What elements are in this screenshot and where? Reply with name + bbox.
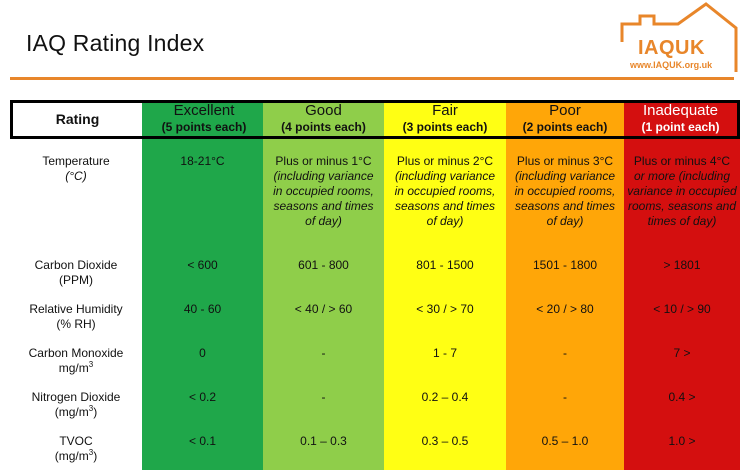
param-tvoc: TVOC (mg/m3) [10, 434, 142, 464]
title-rule [10, 77, 734, 80]
no2-fair: 0.2 – 0.4 [421, 390, 469, 404]
tvoc-poor: 0.5 – 1.0 [541, 434, 589, 448]
header-excellent: Excellent (5 points each) [145, 103, 263, 136]
column-fair [384, 100, 506, 470]
param-temperature: Temperature (°C) [10, 154, 142, 184]
header-row [10, 100, 740, 139]
temperature-fair: Plus or minus 2°C (including variance in… [389, 154, 501, 229]
temperature-fair-value: Plus or minus 2°C [396, 154, 494, 168]
house-outline-icon [620, 2, 738, 72]
column-good [263, 100, 384, 470]
co2-fair: 801 - 1500 [416, 258, 474, 272]
temperature-fair-note: (including variance in occupied rooms, s… [394, 169, 496, 228]
no2-excellent: < 0.2 [188, 390, 217, 404]
rh-inadequate: < 10 / > 90 [653, 302, 711, 316]
param-relative-humidity-unit: (% RH) [56, 317, 96, 331]
param-temperature-unit: (°C) [65, 169, 87, 183]
temperature-inadequate-note: or more (including variance in occupied … [627, 169, 737, 228]
param-carbon-monoxide: Carbon Monoxide mg/m3 [10, 346, 142, 376]
rating-table: Rating Excellent (5 points each) Good (4… [10, 100, 740, 470]
header-poor-points: (2 points each) [522, 120, 608, 134]
header-inadequate-points: (1 point each) [641, 120, 720, 134]
param-carbon-monoxide-label: Carbon Monoxide [28, 346, 124, 360]
tvoc-fair: 0.3 – 0.5 [421, 434, 469, 448]
header-good-name: Good [305, 102, 342, 119]
header-inadequate-name: Inadequate [642, 102, 719, 119]
header-good: Good (4 points each) [263, 103, 384, 136]
co2-good: 601 - 800 [298, 258, 349, 272]
column-inadequate [624, 100, 740, 470]
tvoc-good: 0.1 – 0.3 [300, 434, 347, 448]
header-poor-name: Poor [549, 102, 581, 119]
header-poor: Poor (2 points each) [506, 103, 624, 136]
no2-poor: - [563, 390, 567, 404]
rh-excellent: 40 - 60 [183, 302, 222, 316]
no2-good: - [321, 390, 326, 404]
tvoc-excellent: < 0.1 [188, 434, 217, 448]
temperature-poor-value: Plus or minus 3°C [516, 154, 614, 168]
page-title: IAQ Rating Index [26, 30, 205, 56]
header-excellent-points: (5 points each) [161, 120, 247, 134]
logo: IAQUK www.IAQUK.org.uk [618, 2, 740, 74]
co-poor: - [563, 346, 567, 360]
param-relative-humidity-label: Relative Humidity [29, 302, 123, 316]
temperature-inadequate: Plus or minus 4°C or more (including var… [626, 154, 738, 229]
param-carbon-dioxide-unit: (PPM) [59, 273, 93, 287]
header-inadequate: Inadequate (1 point each) [624, 103, 737, 136]
temperature-inadequate-value: Plus or minus 4°C [633, 154, 731, 168]
co-excellent: 0 [199, 346, 206, 360]
rh-poor: < 20 / > 80 [536, 302, 594, 316]
header-fair: Fair (3 points each) [384, 103, 506, 136]
column-rating [10, 100, 142, 470]
column-poor [506, 100, 624, 470]
logo-text: IAQUK [638, 37, 705, 59]
co-good: - [321, 346, 326, 360]
header-good-points: (4 points each) [281, 120, 366, 134]
param-temperature-label: Temperature [42, 154, 110, 168]
header-fair-name: Fair [432, 102, 458, 119]
param-carbon-dioxide: Carbon Dioxide (PPM) [10, 258, 142, 288]
tvoc-inadequate: 1.0 > [668, 434, 696, 448]
temperature-excellent: 18-21°C [180, 154, 225, 168]
co2-poor: 1501 - 1800 [532, 258, 598, 272]
param-nitrogen-dioxide-unit: (mg/m3) [54, 404, 98, 420]
co-inadequate: 7 > [673, 346, 691, 360]
temperature-good-value: Plus or minus 1°C [275, 154, 372, 168]
rh-good: < 40 / > 60 [294, 302, 353, 316]
param-relative-humidity: Relative Humidity (% RH) [10, 302, 142, 332]
temperature-good: Plus or minus 1°C (including variance in… [268, 154, 379, 229]
temperature-poor: Plus or minus 3°C (including variance in… [511, 154, 619, 229]
temperature-good-note: (including variance in occupied rooms, s… [273, 169, 374, 228]
param-carbon-dioxide-label: Carbon Dioxide [34, 258, 118, 272]
param-tvoc-label: TVOC [59, 434, 93, 448]
temperature-poor-note: (including variance in occupied rooms, s… [514, 169, 616, 228]
co2-excellent: < 600 [187, 258, 218, 272]
rh-fair: < 30 / > 70 [416, 302, 474, 316]
header-fair-points: (3 points each) [402, 120, 488, 134]
rating-header: Rating [55, 111, 100, 127]
co2-inadequate: > 1801 [663, 258, 701, 272]
header-excellent-name: Excellent [173, 102, 235, 119]
no2-inadequate: 0.4 > [668, 390, 696, 404]
logo-url: www.IAQUK.org.uk [630, 60, 713, 70]
co-fair: 1 - 7 [432, 346, 457, 360]
param-nitrogen-dioxide-label: Nitrogen Dioxide [31, 390, 121, 404]
param-tvoc-unit: (mg/m3) [54, 448, 98, 464]
param-nitrogen-dioxide: Nitrogen Dioxide (mg/m3) [10, 390, 142, 420]
column-excellent [142, 100, 263, 470]
param-carbon-monoxide-unit: mg/m3 [58, 360, 94, 376]
